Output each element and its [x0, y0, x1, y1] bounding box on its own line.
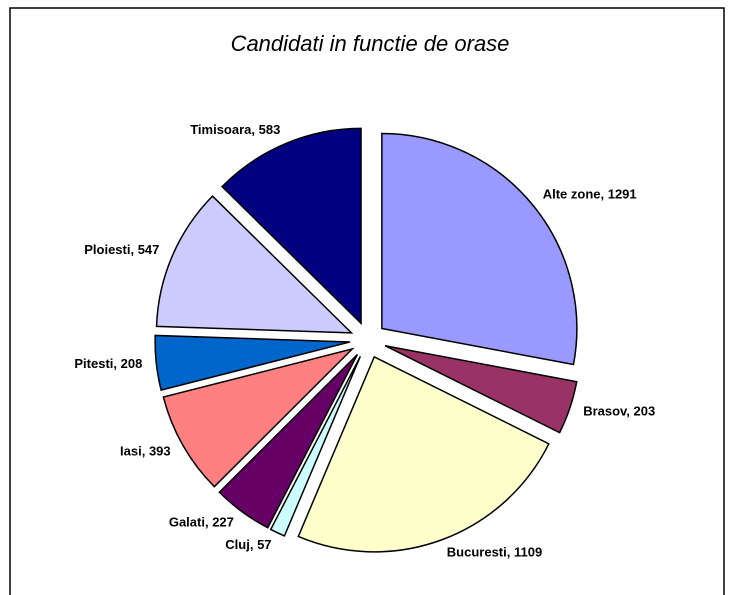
chart-title: Candidati in functie de orase — [231, 31, 510, 56]
data-label: Brasov, 203 — [583, 404, 655, 419]
data-label: Iasi, 393 — [120, 444, 171, 459]
pie-slice — [155, 195, 354, 334]
pie-slice — [221, 127, 362, 326]
pie-slice — [381, 132, 578, 366]
pie-slice — [218, 353, 359, 529]
pie-slice — [162, 347, 355, 488]
data-label: Alte zone, 1291 — [543, 186, 637, 201]
data-label: Pitesti, 208 — [74, 356, 142, 371]
pie-slice — [297, 355, 550, 553]
data-label: Galati, 227 — [169, 515, 234, 530]
data-label: Bucuresti, 1109 — [447, 544, 542, 559]
pie-slice — [154, 334, 351, 392]
data-label: Timisoara, 583 — [190, 122, 280, 137]
data-label: Cluj, 57 — [225, 537, 271, 552]
data-label: Ploiesti, 547 — [84, 242, 159, 257]
pie-slice — [384, 344, 578, 434]
pie-slice — [269, 355, 362, 537]
